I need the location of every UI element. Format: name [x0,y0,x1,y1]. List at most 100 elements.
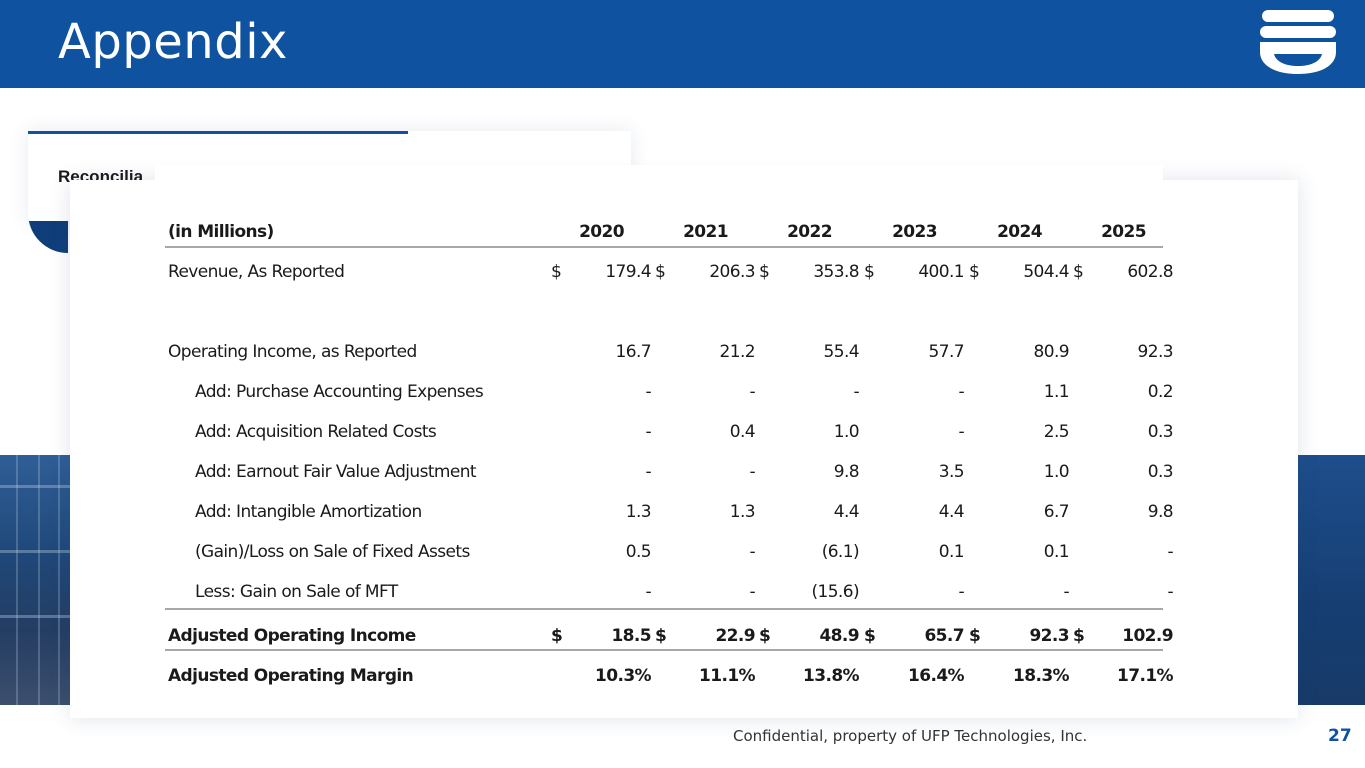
cell-value: 80.9 [1033,342,1070,362]
table-cell: - [864,382,969,404]
cell-value: - [1167,542,1173,562]
cell-value: 13.8% [803,666,860,686]
cell-value: 0.1 [1043,542,1070,562]
table-rule [165,649,1163,651]
year-label: 2022 [787,222,833,242]
row-label: Revenue, As Reported [168,262,345,282]
cell-value: 602.8 [1127,262,1173,282]
subtitle-accent-line [28,131,408,134]
table-cell: (15.6) [759,582,864,604]
year-header-2025: 2025 [1073,222,1178,244]
year-label: 2020 [579,222,625,242]
currency-symbol: $ [969,262,980,282]
cell-value: 400.1 [918,262,964,282]
table-cell: - [864,582,969,604]
cell-value: 92.3 [1137,342,1174,362]
table-cell: 10.3% [551,666,656,688]
table-cell: 2.5 [969,422,1074,444]
table-cell: - [1073,582,1178,604]
row-label: Add: Intangible Amortization [195,502,422,522]
cell-value: 6.7 [1043,502,1070,522]
row-label: Operating Income, as Reported [168,342,417,362]
cell-value: 18.5 [611,626,651,646]
cell-value: - [749,542,755,562]
cell-value: 179.4 [605,262,651,282]
cell-value: - [958,382,964,402]
table-cell: 0.2 [1073,382,1178,404]
table-cell: $92.3 [969,626,1074,648]
table-cell: 0.1 [864,542,969,564]
cell-value: 1.3 [625,502,652,522]
cell-value: (15.6) [811,582,859,602]
currency-symbol: $ [864,262,875,282]
table-row: Operating Income, as Reported 16.7 21.2 55.… [165,337,1174,367]
page-number: 27 [1328,726,1352,746]
ufp-logo-icon [1260,10,1336,74]
cell-value: 0.1 [938,542,965,562]
cell-value: - [645,382,651,402]
table-cell: $48.9 [759,626,864,648]
cell-value: 0.3 [1147,462,1174,482]
table-row: (Gain)/Loss on Sale of Fixed Assets 0.5 - (… [165,537,1174,567]
cell-value: 1.1 [1043,382,1070,402]
table-cell: - [759,382,864,404]
table-cell: $18.5 [551,626,656,648]
cell-value: - [853,382,859,402]
table-cell: 1.3 [655,502,760,524]
cell-value: 22.9 [715,626,755,646]
year-label: 2025 [1101,222,1147,242]
table-cell: $206.3 [655,262,760,284]
table-cell: - [551,382,656,404]
table-row: Add: Acquisition Related Costs - 0.4 1.0 - 2.… [165,417,1174,447]
table-cell: 92.3 [1073,342,1178,364]
cell-value: (6.1) [821,542,860,562]
row-label: Add: Earnout Fair Value Adjustment [195,462,477,482]
table-cell: $504.4 [969,262,1074,284]
table-row: Add: Earnout Fair Value Adjustment - - 9.8 3… [165,457,1174,487]
cell-value: - [645,462,651,482]
table-row: Revenue, As Reported $179.4 $206.3 $353.8 $4… [165,257,1174,287]
cell-value: - [958,422,964,442]
table-cell: - [655,582,760,604]
reconciliation-table: (in Millions) 2020 2021 2022 2023 2024 2025 Rev… [155,165,1174,695]
table-cell: $102.9 [1073,626,1178,648]
table-cell: 1.3 [551,502,656,524]
table-cell: $65.7 [864,626,969,648]
currency-symbol: $ [1073,262,1084,282]
unit-label: (in Millions) [168,222,274,242]
table-cell: 57.7 [864,342,969,364]
cell-value: 21.2 [719,342,756,362]
table-rule [165,608,1163,610]
table-cell: 9.8 [759,462,864,484]
cell-value: 1.0 [833,422,860,442]
table-row: Add: Purchase Accounting Expenses - - - - 1.1… [165,377,1174,407]
cell-value: 2.5 [1043,422,1070,442]
header-bar: Appendix [0,0,1365,88]
building-photo-right [1298,455,1365,705]
table-cell: 4.4 [864,502,969,524]
cell-value: - [958,582,964,602]
table-cell: 0.5 [551,542,656,564]
cell-value: 57.7 [928,342,965,362]
cell-value: - [749,462,755,482]
table-cell: 16.7 [551,342,656,364]
cell-value: 1.3 [729,502,756,522]
table-cell: 0.4 [655,422,760,444]
year-label: 2023 [892,222,938,242]
currency-symbol: $ [864,626,876,646]
currency-symbol: $ [655,262,666,282]
currency-symbol: $ [551,262,562,282]
table-cell: 11.1% [655,666,760,688]
table-row: Add: Intangible Amortization 1.3 1.3 4.4 4.4… [165,497,1174,527]
table-cell: $353.8 [759,262,864,284]
currency-symbol: $ [1073,626,1085,646]
building-photo-left [0,455,72,705]
cell-value: 65.7 [924,626,964,646]
table-cell: 6.7 [969,502,1074,524]
table-cell: 13.8% [759,666,864,688]
table-cell: 80.9 [969,342,1074,364]
table-cell: $400.1 [864,262,969,284]
table-cell: 1.0 [759,422,864,444]
table-cell: 1.1 [969,382,1074,404]
cell-value: 504.4 [1023,262,1069,282]
